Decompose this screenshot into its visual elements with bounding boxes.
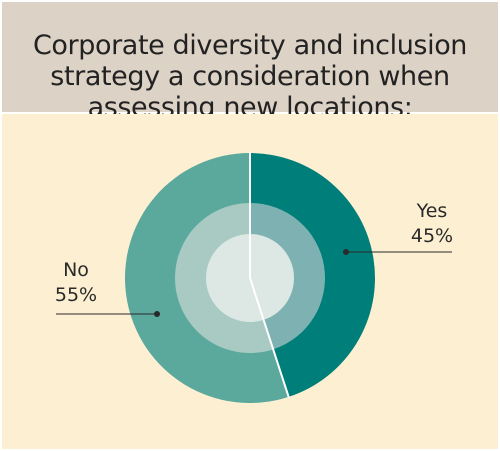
slices-group (124, 152, 375, 403)
slice-divider-2 (249, 277, 290, 399)
leaders-group (56, 249, 452, 317)
slice-label-no: No (63, 259, 89, 281)
title-banner: Corporate diversity and inclusion strate… (2, 2, 498, 123)
slice-value-yes: 45% (411, 225, 453, 247)
title-line-1: Corporate diversity and inclusion (32, 30, 468, 62)
leader-dot-no (154, 311, 160, 317)
leader-dot-yes (343, 249, 349, 255)
title-line-2: strategy a consideration when (50, 61, 450, 93)
slice-label-yes: Yes (416, 200, 448, 222)
slice-value-no: 55% (55, 284, 97, 306)
